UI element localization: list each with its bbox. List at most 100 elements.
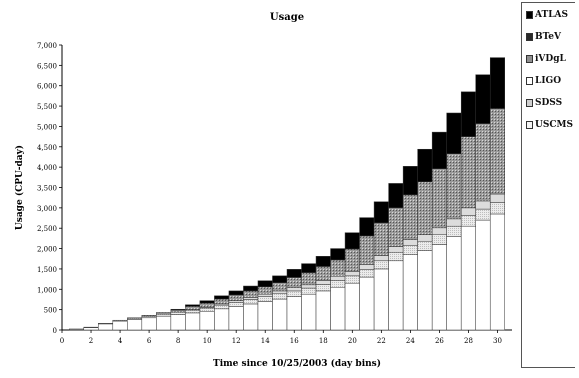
bar-sdss-13	[243, 299, 258, 303]
bar-ligo-26	[432, 228, 447, 235]
legend-swatch-ivdgl	[526, 55, 533, 63]
chart-title: Usage	[270, 12, 304, 23]
bar-sdss-24	[403, 246, 418, 255]
bar-atlas-30	[490, 58, 505, 109]
bar-atlas-27	[447, 113, 462, 154]
legend-item-atlas: ATLAS	[526, 9, 568, 21]
bar-sdss-14	[258, 297, 273, 302]
bar-uscms-7	[156, 316, 171, 330]
y-tick-label-5000: 5,000	[37, 123, 57, 131]
bar-atlas-21	[360, 218, 375, 236]
y-tick-label-1500: 1,500	[37, 266, 57, 274]
bar-atlas-18	[316, 256, 331, 266]
bar-ligo-17	[302, 285, 317, 288]
bar-sdss-11	[214, 305, 229, 309]
bar-atlas-23	[389, 183, 404, 207]
bar-sdss-15	[272, 294, 287, 299]
bar-sdss-20	[345, 276, 360, 283]
bar-ivdgl-13	[243, 291, 258, 298]
bar-uscms-29	[476, 220, 491, 330]
bar-ivdgl-27	[447, 154, 462, 219]
bar-ligo-22	[374, 255, 389, 260]
x-axis-label: Time since 10/25/2003 (day bins)	[213, 358, 381, 369]
bar-ivdgl-11	[214, 299, 229, 304]
legend-item-sdss: SDSS	[526, 97, 562, 109]
x-tick-label-4: 4	[118, 337, 123, 345]
bar-uscms-27	[447, 236, 462, 330]
bar-atlas-17	[302, 264, 317, 273]
bar-ligo-24	[403, 240, 418, 246]
bar-sdss-23	[389, 252, 404, 261]
x-tick-label-30: 30	[493, 337, 502, 345]
bar-sdss-26	[432, 235, 447, 245]
bar-uscms-20	[345, 283, 360, 330]
bar-ligo-21	[360, 264, 375, 269]
bar-atlas-24	[403, 166, 418, 195]
legend-swatch-ligo	[526, 77, 533, 85]
bar-uscms-19	[331, 287, 346, 330]
bar-ivdgl-10	[200, 303, 215, 307]
bar-sdss-10	[200, 308, 215, 311]
bar-sdss-21	[360, 269, 375, 277]
bar-ligo-23	[389, 247, 404, 253]
bar-uscms-14	[258, 302, 273, 331]
y-tick-label-6000: 6,000	[37, 83, 57, 91]
bar-ivdgl-22	[374, 223, 389, 256]
bar-atlas-9	[185, 305, 200, 307]
bar-ivdgl-21	[360, 236, 375, 265]
bar-ivdgl-25	[418, 182, 433, 235]
bar-uscms-8	[171, 315, 186, 330]
bar-uscms-30	[490, 214, 505, 330]
bar-ligo-13	[243, 297, 258, 299]
bar-sdss-12	[229, 302, 244, 306]
bar-ligo-15	[272, 291, 287, 294]
bar-sdss-25	[418, 241, 433, 250]
bar-uscms-12	[229, 306, 244, 330]
bar-ivdgl-15	[272, 283, 287, 291]
bar-atlas-14	[258, 281, 273, 287]
bar-atlas-25	[418, 149, 433, 182]
y-tick-label-0: 0	[53, 327, 57, 335]
bar-ligo-28	[461, 208, 476, 216]
x-tick-label-26: 26	[435, 337, 444, 345]
y-tick-label-4000: 4,000	[37, 164, 57, 172]
bar-atlas-16	[287, 269, 302, 277]
legend-label-ivdgl: iVDgL	[535, 54, 566, 64]
bar-uscms-9	[185, 313, 200, 330]
bar-atlas-12	[229, 291, 244, 295]
bar-ivdgl-19	[331, 260, 346, 276]
x-tick-label-0: 0	[60, 337, 64, 345]
bar-ivdgl-8	[171, 310, 186, 312]
bar-ligo-14	[258, 294, 273, 296]
y-tick-label-1000: 1,000	[37, 286, 57, 294]
legend-item-ivdgl: iVDgL	[526, 53, 566, 65]
legend-swatch-uscms	[526, 121, 533, 129]
bar-sdss-17	[302, 288, 317, 294]
y-tick-label-6500: 6,500	[37, 62, 57, 70]
bar-uscms-2	[84, 328, 99, 330]
bar-uscms-3	[98, 324, 113, 330]
bar-uscms-21	[360, 277, 375, 330]
bar-atlas-29	[476, 75, 491, 124]
bar-uscms-13	[243, 304, 258, 330]
y-tick-label-2000: 2,000	[37, 246, 57, 254]
x-tick-label-12: 12	[232, 337, 241, 345]
bar-atlas-22	[374, 202, 389, 223]
bar-ligo-25	[418, 235, 433, 242]
bar-ivdgl-28	[461, 137, 476, 208]
bar-uscms-15	[272, 299, 287, 330]
y-tick-label-7000: 7,000	[37, 42, 57, 50]
y-tick-label-3000: 3,000	[37, 205, 57, 213]
bar-uscms-17	[302, 294, 317, 330]
legend-item-uscms: USCMS	[526, 119, 573, 131]
bar-ligo-30	[490, 194, 505, 203]
y-tick-label-4500: 4,500	[37, 144, 57, 152]
bar-sdss-8	[171, 312, 186, 314]
legend-label-ligo: LIGO	[535, 76, 561, 86]
bar-ivdgl-7	[156, 312, 171, 314]
bar-ivdgl-24	[403, 195, 418, 240]
x-tick-label-8: 8	[176, 337, 180, 345]
bar-uscms-6	[142, 318, 157, 330]
bar-uscms-26	[432, 245, 447, 331]
bar-ligo-18	[316, 281, 331, 285]
